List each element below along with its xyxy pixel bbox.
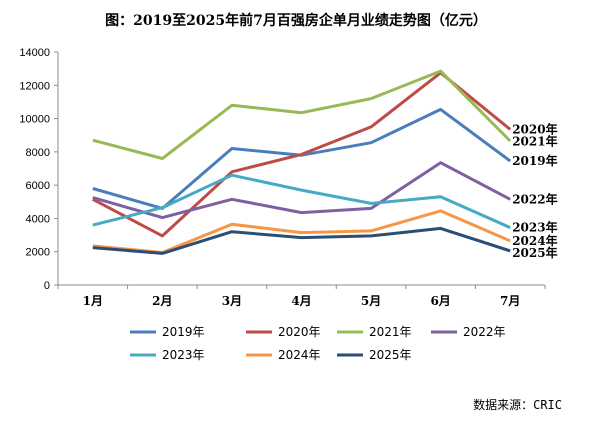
y-tick-label: 0 — [44, 280, 50, 292]
y-axis-ticks: 0 2000 4000 6000 8000 10000 12000 14000 — [19, 47, 58, 292]
x-tick-label: 7月 — [500, 294, 520, 308]
legend-label: 2019年 — [162, 325, 205, 339]
series-end-label: 2021年 — [512, 133, 557, 148]
legend-label: 2025年 — [369, 348, 412, 362]
y-tick-label: 14000 — [19, 47, 50, 59]
y-tick-label: 8000 — [26, 147, 50, 159]
y-tick-label: 4000 — [26, 213, 50, 225]
x-tick-label: 3月 — [222, 294, 242, 308]
x-tick-label: 1月 — [83, 294, 103, 308]
legend-label: 2024年 — [278, 348, 321, 362]
series-line — [92, 226, 511, 255]
chart-title: 图：2019至2025年前7月百强房企单月业绩走势图（亿元） — [105, 12, 487, 29]
x-tick-label: 4月 — [291, 294, 311, 308]
legend-label: 2022年 — [463, 325, 506, 339]
series-line — [92, 173, 511, 229]
legend-label: 2021年 — [369, 325, 412, 339]
x-axis-categories: 1月 2月 3月 4月 5月 6月 7月 — [57, 285, 546, 308]
y-tick-label: 10000 — [19, 114, 50, 126]
y-tick-label: 12000 — [19, 80, 50, 92]
y-tick-label: 2000 — [26, 247, 50, 259]
x-tick-label: 6月 — [430, 294, 450, 308]
series-end-label: 2020年 — [512, 121, 557, 136]
series-end-label: 2023年 — [512, 220, 557, 235]
legend-label: 2020年 — [278, 325, 321, 339]
legend-label: 2023年 — [162, 348, 205, 362]
series-end-label: 2024年 — [512, 233, 557, 248]
source-note: 数据来源：CRIC — [473, 397, 562, 412]
series-line — [92, 107, 512, 210]
series-end-label: 2022年 — [512, 191, 557, 206]
chart-axes — [57, 52, 545, 286]
y-tick-label: 6000 — [26, 180, 50, 192]
x-tick-label: 2月 — [152, 294, 172, 308]
series-line — [92, 161, 511, 220]
series-end-label: 2025年 — [512, 245, 557, 260]
series-lines — [92, 69, 512, 255]
x-tick-label: 5月 — [361, 294, 381, 308]
legend: 2019年 2020年 2021年 2022年 2023年 2024年 2025年 — [130, 325, 506, 362]
series-line — [92, 69, 512, 160]
series-end-label: 2019年 — [512, 153, 557, 168]
